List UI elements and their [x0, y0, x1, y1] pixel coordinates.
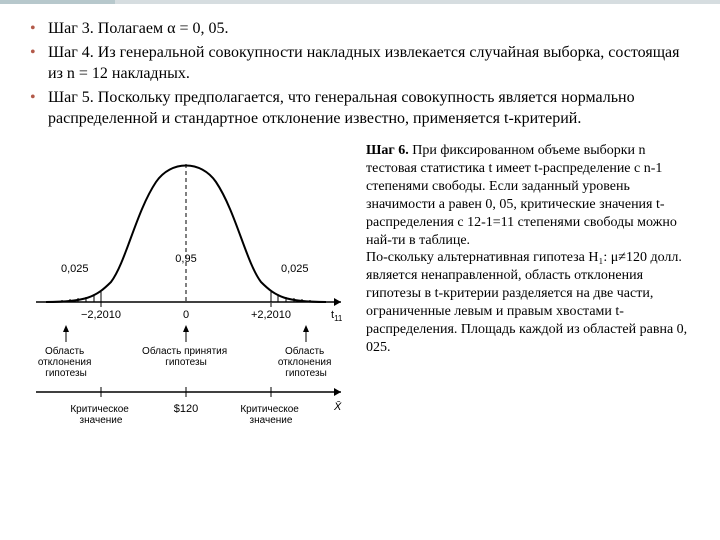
step-5: Шаг 5. Поскольку предполагается, что ген… [26, 87, 694, 130]
slide-content: Шаг 3. Полагаем α = 0, 05. Шаг 4. Из ген… [0, 0, 720, 452]
step-3: Шаг 3. Полагаем α = 0, 05. [26, 18, 694, 40]
step-6-text: Шаг 6. При фиксированном объеме выборки … [366, 142, 694, 442]
reject-right: Область отклонения гипотезы [278, 345, 334, 379]
axis-var: t11 [331, 309, 343, 323]
lower-row: 0,025 0,025 0,95 −2,2010 0 +2,2010 t11 О… [26, 142, 694, 442]
center-area-label: 0,95 [175, 253, 196, 265]
mid-value: $120 [174, 403, 198, 415]
tail-left-label: 0,025 [61, 263, 89, 275]
header-rule [0, 0, 720, 8]
step-6-title: Шаг 6. [366, 143, 409, 158]
t-distribution-figure: 0,025 0,025 0,95 −2,2010 0 +2,2010 t11 О… [26, 142, 356, 442]
step-4: Шаг 4. Из генеральной совокупности накла… [26, 42, 694, 85]
crit-left: Критическое значение [70, 404, 131, 426]
tick-left: −2,2010 [81, 309, 121, 321]
tail-right-label: 0,025 [281, 263, 309, 275]
xbar-label: X̄ [333, 400, 342, 413]
crit-right: Критическое значение [240, 404, 301, 426]
steps-list: Шаг 3. Полагаем α = 0, 05. Шаг 4. Из ген… [26, 18, 694, 130]
accept-region: Область принятия гипотезы [142, 345, 230, 368]
reject-left: Область отклонения гипотезы [38, 345, 94, 379]
step-6-body1: При фиксированном объеме выборки n тесто… [366, 143, 677, 248]
tick-mid: 0 [183, 309, 189, 321]
tick-right: +2,2010 [251, 309, 291, 321]
step-6-body2: По-скольку альтернативная гипотеза H₁: μ… [366, 249, 694, 356]
